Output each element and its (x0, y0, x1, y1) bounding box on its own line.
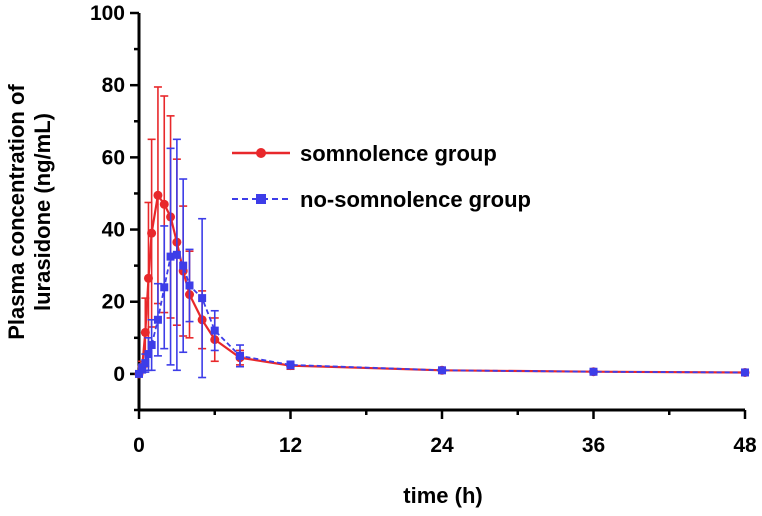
series-somnolence (134, 86, 750, 379)
data-point (135, 369, 143, 378)
series-group (134, 86, 750, 379)
data-point (153, 190, 163, 200)
data-point (198, 294, 207, 303)
x-tick-label: 0 (133, 434, 145, 457)
data-point (236, 351, 244, 360)
legend-entry-no-somnolence: no-somnolence group (232, 187, 531, 212)
y-tick-label: 80 (102, 74, 125, 97)
data-point (172, 250, 181, 259)
x-axis-ticks: 0 12 24 36 48 (133, 410, 757, 457)
legend-entry-somnolence: somnolence group (232, 141, 497, 166)
data-point (159, 199, 169, 209)
legend-marker-somnolence (256, 148, 266, 158)
data-point (140, 327, 150, 337)
y-tick-label: 100 (90, 2, 125, 25)
x-tick-label: 12 (279, 434, 302, 457)
y-axis-title-line-1: Plasma concentration of (4, 84, 29, 340)
data-point (589, 367, 598, 376)
data-point (210, 326, 219, 335)
data-point (179, 261, 188, 270)
data-point (143, 273, 153, 283)
series-line (137, 192, 746, 375)
series-line (138, 253, 746, 375)
legend-label-somnolence: somnolence group (300, 141, 497, 166)
legend-label-no-somnolence: no-somnolence group (300, 187, 531, 212)
legend: somnolence group no-somnolence group (232, 141, 531, 212)
data-point (138, 364, 147, 373)
data-point (153, 315, 162, 324)
data-point (166, 252, 175, 261)
x-tick-label: 24 (430, 434, 454, 457)
data-point (160, 283, 169, 292)
y-axis-title-group: Plasma concentration of lurasidone (ng/m… (4, 84, 55, 340)
y-axis-title-line-2: lurasidone (ng/mL) (30, 113, 55, 311)
data-point (741, 368, 749, 377)
data-point (147, 228, 157, 238)
data-point (147, 341, 156, 350)
y-tick-label: 60 (102, 146, 125, 169)
series-no-somnolence (135, 138, 749, 379)
data-point (185, 281, 194, 290)
x-tick-label: 48 (733, 434, 757, 457)
y-tick-label: 20 (102, 291, 125, 314)
data-point (286, 360, 295, 369)
data-point (438, 366, 446, 375)
x-axis-title: time (h) (403, 483, 482, 508)
data-point (141, 359, 150, 368)
x-tick-label: 36 (582, 434, 605, 457)
y-axis-ticks: 0 20 40 60 80 100 (90, 2, 139, 412)
y-tick-label: 0 (113, 363, 125, 386)
legend-marker-no-somnolence (256, 194, 266, 204)
data-point (144, 350, 153, 359)
y-tick-label: 40 (102, 219, 125, 242)
